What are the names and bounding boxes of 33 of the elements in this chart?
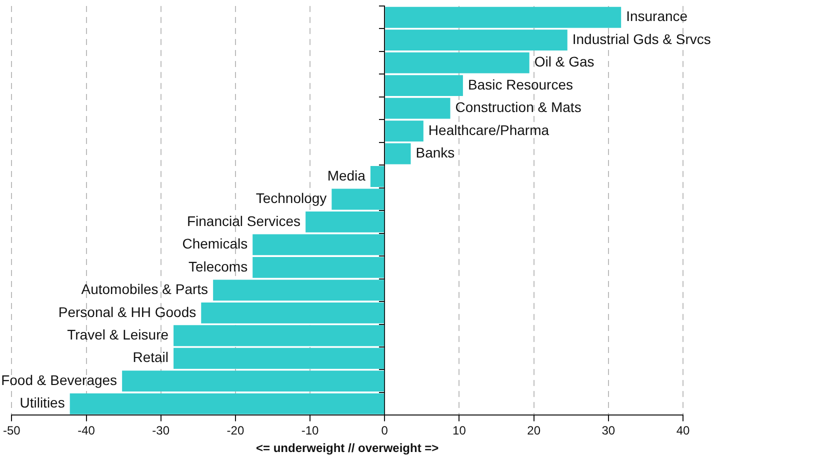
- x-tick-label: 40: [676, 424, 690, 438]
- y-tick-label: Technology: [256, 190, 327, 206]
- x-tick-label: -40: [78, 424, 96, 438]
- bar: [70, 393, 384, 414]
- y-tick-label: Travel & Leisure: [67, 326, 169, 342]
- x-axis-title: <= underweight // overweight =>: [256, 441, 439, 456]
- x-tick-label: -50: [3, 424, 21, 438]
- y-tick-label: Telecoms: [188, 258, 248, 274]
- x-tick-label: -20: [226, 424, 244, 438]
- y-tick-label: Retail: [132, 349, 169, 366]
- y-tick-label: Healthcare/Pharma: [428, 122, 550, 138]
- y-tick-label: Personal & HH Goods: [58, 304, 196, 320]
- y-tick-label: Automobiles & Parts: [81, 281, 208, 298]
- bar: [332, 188, 384, 210]
- x-tick-label: -10: [301, 424, 320, 438]
- y-tick-label: Construction & Mats: [455, 99, 582, 116]
- y-tick-label: Financial Services: [186, 212, 301, 229]
- y-tick-label: Utilities: [20, 394, 65, 411]
- y-tick-label: Banks: [416, 144, 455, 161]
- bar: [370, 166, 384, 187]
- x-tick-label: 30: [602, 424, 616, 438]
- x-tick-label: 10: [452, 424, 466, 438]
- y-tick-label: Basic Resources: [468, 76, 573, 92]
- y-tick-label: Chemicals: [182, 236, 248, 252]
- y-tick-label: Food & Beverages: [1, 372, 118, 388]
- y-tick-label: Media: [327, 167, 366, 184]
- x-tick-label: -30: [152, 424, 170, 438]
- x-tick-label: 20: [527, 424, 541, 438]
- x-tick-label: 0: [381, 424, 388, 438]
- y-tick-label: Oil & Gas: [534, 54, 594, 70]
- y-tick-label: Industrial Gds & Srvcs: [572, 30, 711, 47]
- bar: [385, 143, 411, 164]
- y-tick-label: Insurance: [626, 8, 688, 24]
